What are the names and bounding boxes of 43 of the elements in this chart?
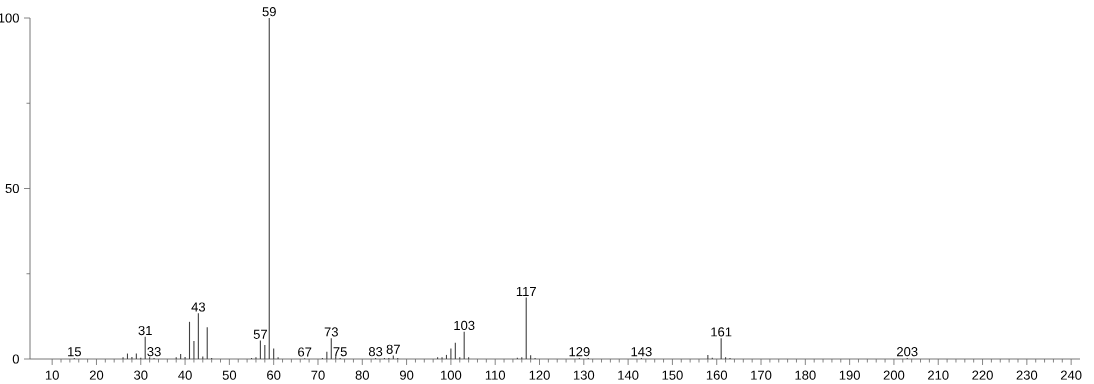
x-tick-label: 210 xyxy=(928,370,949,380)
x-tick-label: 20 xyxy=(89,370,104,380)
x-tick-label: 70 xyxy=(311,370,325,380)
x-tick-label: 130 xyxy=(573,370,595,380)
annotation: 59 xyxy=(262,7,276,17)
annotation: 203 xyxy=(897,347,918,357)
x-tick-label: 230 xyxy=(1016,370,1038,380)
y-tick-label: 50 xyxy=(5,183,19,194)
x-tick-label: 220 xyxy=(972,370,993,380)
y-tick-label: 0 xyxy=(12,354,19,364)
x-tick-label: 200 xyxy=(883,370,905,380)
annotation: 67 xyxy=(298,347,312,357)
x-tick-label: 120 xyxy=(529,370,550,380)
x-tick-label: 30 xyxy=(134,370,148,380)
annotation: 43 xyxy=(191,302,206,312)
x-tick-label: 40 xyxy=(178,370,192,380)
annotation: 161 xyxy=(711,327,732,337)
annotation: 75 xyxy=(333,347,347,357)
annotation: 57 xyxy=(253,329,267,339)
x-tick-label: 140 xyxy=(618,370,639,380)
x-tick-label: 10 xyxy=(45,370,59,380)
annotation: 103 xyxy=(454,320,475,331)
annotation: 31 xyxy=(138,325,152,336)
x-tick-label: 160 xyxy=(706,370,728,380)
x-tick-label: 180 xyxy=(795,370,816,380)
annotation: 117 xyxy=(516,286,536,296)
annotation: 15 xyxy=(68,347,81,357)
annotation: 83 xyxy=(368,347,383,357)
x-tick-label: 150 xyxy=(662,370,683,380)
x-tick-label: 80 xyxy=(355,370,370,380)
x-tick-label: 50 xyxy=(222,370,237,380)
annotation: 87 xyxy=(386,344,400,354)
x-tick-label: 60 xyxy=(267,370,281,380)
annotation: 143 xyxy=(631,347,652,357)
x-tick-label: 170 xyxy=(751,370,772,380)
annotation: 129 xyxy=(569,347,590,357)
x-tick-label: 190 xyxy=(839,370,860,380)
annotation: 73 xyxy=(324,327,338,337)
x-tick-label: 110 xyxy=(485,370,506,380)
x-tick-label: 100 xyxy=(441,370,462,380)
annotation: 33 xyxy=(147,347,161,357)
x-tick-label: 90 xyxy=(399,370,414,380)
x-tick-label: 240 xyxy=(1060,370,1082,380)
